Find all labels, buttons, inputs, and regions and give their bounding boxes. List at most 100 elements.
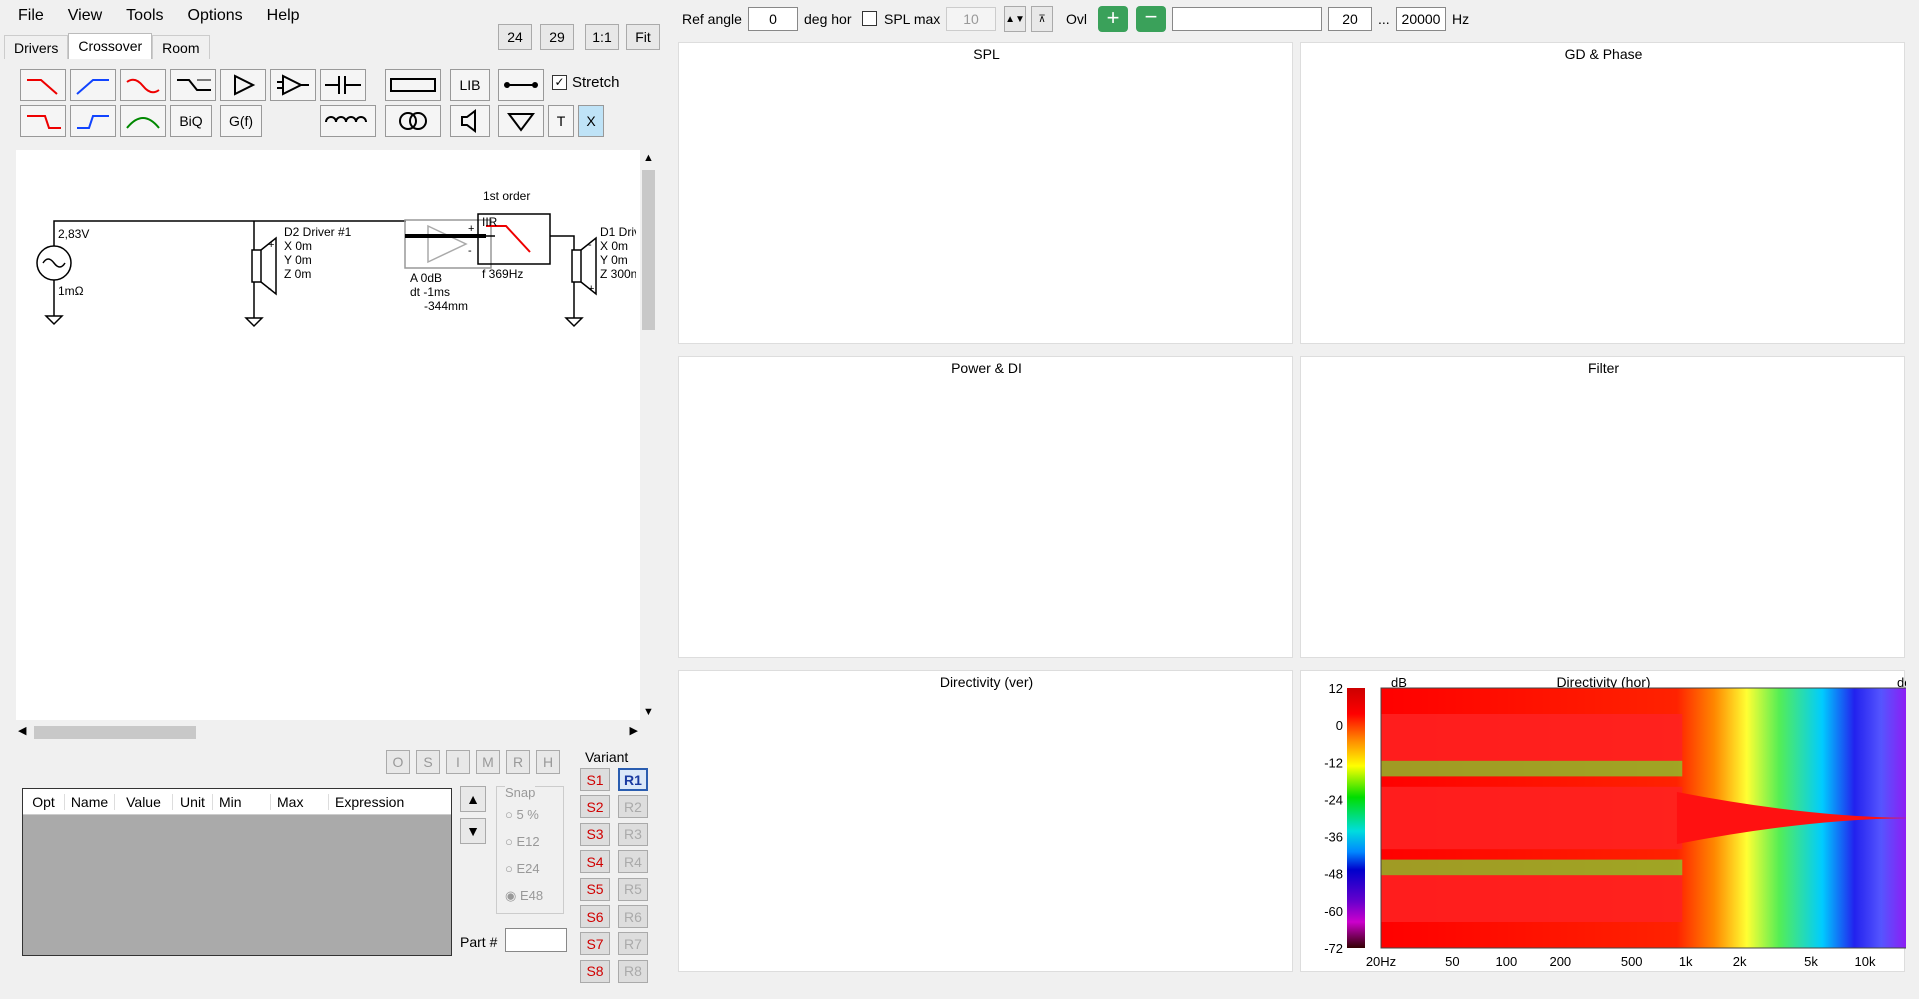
remove-overlay-icon[interactable]: − — [1136, 6, 1166, 32]
opt-r-button[interactable]: R — [506, 750, 530, 774]
transformer-icon[interactable] — [385, 105, 441, 137]
snap-e24[interactable]: ○ E24 — [505, 861, 540, 876]
opt-i-button[interactable]: I — [446, 750, 470, 774]
opt-h-button[interactable]: H — [536, 750, 560, 774]
lowpass-red2-icon[interactable] — [20, 105, 66, 137]
svg-text:-: - — [468, 245, 472, 257]
variant-r2-button[interactable]: R2 — [618, 795, 648, 819]
tab-room[interactable]: Room — [152, 35, 210, 59]
part-input[interactable] — [505, 928, 567, 952]
transfer-function-button[interactable]: G(f) — [220, 105, 262, 137]
spl-stepper-icon[interactable]: ▲▼ — [1004, 6, 1026, 32]
add-overlay-icon[interactable]: + — [1098, 6, 1128, 32]
power-graph-panel[interactable]: Power & DIdBdB100-10-20-30-40-5050403020… — [678, 356, 1919, 658]
view-fit-button[interactable]: Fit — [626, 24, 660, 50]
spl-max-checkbox[interactable] — [862, 11, 877, 26]
dirh-graph-panel[interactable]: Directivity (hor)dBdeg20Hz501002005001k2… — [1300, 670, 1919, 972]
table-header: Opt Name Value Unit Min Max Expression — [23, 789, 451, 815]
spl-graph-panel[interactable]: SPLdBdeg100-10-20-30-40-50180120600-60-1… — [678, 42, 1919, 344]
freq-high-input[interactable]: 20000 — [1396, 7, 1446, 31]
schematic-hscrollbar[interactable]: ◀ ▶ — [18, 725, 638, 739]
resistor-icon[interactable] — [385, 69, 441, 101]
highpass-blue2-icon[interactable] — [70, 105, 116, 137]
menu-file[interactable]: File — [18, 7, 44, 24]
ground-icon[interactable] — [498, 105, 544, 137]
variant-r6-button[interactable]: R6 — [618, 905, 648, 928]
tab-crossover[interactable]: Crossover — [68, 33, 153, 59]
menu-help[interactable]: Help — [266, 7, 300, 24]
wire-icon[interactable] — [498, 69, 544, 101]
text-button[interactable]: T — [548, 105, 574, 137]
variant-s2-button[interactable]: S2 — [580, 795, 610, 819]
variant-s6-button[interactable]: S6 — [580, 905, 610, 928]
fit-range-icon[interactable]: ⊼ — [1031, 6, 1053, 32]
dirh-xtick: 200 — [1549, 954, 1571, 969]
ovl-label: Ovl — [1066, 11, 1087, 27]
svg-text:-: - — [268, 283, 272, 295]
snap-e48[interactable]: ◉ E48 — [505, 888, 544, 903]
variant-s4-button[interactable]: S4 — [580, 850, 610, 874]
snap-label: Snap — [505, 785, 536, 800]
snap-e12[interactable]: ○ E12 — [505, 834, 540, 849]
stretch-checkbox[interactable]: ✓ Stretch — [552, 74, 620, 91]
snap-5pct[interactable]: ○ 5 % — [505, 807, 539, 822]
bandpass-red-icon[interactable] — [120, 69, 166, 101]
menu-view[interactable]: View — [67, 7, 103, 24]
parameter-table[interactable]: Opt Name Value Unit Min Max Expression — [22, 788, 452, 956]
view-24-button[interactable]: 24 — [498, 24, 532, 50]
opt-s-button[interactable]: S — [416, 750, 440, 774]
variant-s7-button[interactable]: S7 — [580, 932, 610, 956]
filter-graph-panel[interactable]: FilterdBdeg1050-5-10-15-20-25-3018013590… — [1300, 356, 1905, 658]
schematic-vscrollbar[interactable]: ▲ ▼ — [640, 150, 657, 720]
lowpass-red-icon[interactable] — [20, 69, 66, 101]
variant-s8-button[interactable]: S8 — [580, 959, 610, 983]
spl-max-input[interactable]: 10 — [946, 7, 996, 31]
inductor-icon[interactable] — [320, 105, 376, 137]
dirh-xtick: 100 — [1495, 954, 1517, 969]
menu-tools[interactable]: Tools — [126, 7, 164, 24]
variant-r8-button[interactable]: R8 — [618, 959, 648, 983]
overlay-name-input[interactable] — [1172, 7, 1322, 31]
gd-graph-panel[interactable]: GD & Phasemsdeg151050-5180900-90-18020Hz… — [1300, 42, 1905, 344]
move-down-button[interactable]: ▼ — [460, 818, 486, 844]
dirh-graph-svg: Directivity (hor)dBdeg20Hz501002005001k2… — [1324, 674, 1919, 969]
dirv-title: Directivity (ver) — [940, 674, 1033, 690]
d1-y: Y 0m — [600, 253, 628, 267]
amplifier-icon[interactable] — [220, 69, 266, 101]
shelf-filter-icon[interactable] — [170, 69, 216, 101]
delete-button[interactable]: X — [578, 105, 604, 137]
ref-angle-input[interactable]: 0 — [748, 7, 798, 31]
view-1to1-button[interactable]: 1:1 — [585, 24, 619, 50]
variant-r7-button[interactable]: R7 — [618, 932, 648, 956]
opt-o-button[interactable]: O — [386, 750, 410, 774]
opt-m-button[interactable]: M — [476, 750, 500, 774]
view-29-button[interactable]: 29 — [540, 24, 574, 50]
schematic-canvas[interactable]: 2,83V 1mΩ D2 Driver #1 X 0m Y 0m Z 0m A … — [16, 150, 646, 720]
freq-low-input[interactable]: 20 — [1328, 7, 1372, 31]
amp-distance: -344mm — [424, 299, 468, 313]
menu-options[interactable]: Options — [187, 7, 243, 24]
variant-r4-button[interactable]: R4 — [618, 850, 648, 874]
ref-angle-label: Ref angle — [682, 11, 742, 27]
variant-r1-button[interactable]: R1 — [618, 768, 648, 791]
col-expression: Expression — [335, 793, 405, 810]
gd-title: GD & Phase — [1565, 46, 1643, 62]
d2-y: Y 0m — [284, 253, 312, 267]
capacitor-icon[interactable] — [320, 69, 366, 101]
library-button[interactable]: LIB — [450, 69, 490, 101]
variant-r5-button[interactable]: R5 — [618, 877, 648, 901]
opamp-icon[interactable] — [270, 69, 316, 101]
variant-s5-button[interactable]: S5 — [580, 877, 610, 901]
move-up-button[interactable]: ▲ — [460, 786, 486, 812]
bandpass-green-icon[interactable] — [120, 105, 166, 137]
d1-name: D1 Driv — [600, 225, 636, 239]
spl-max-label: SPL max — [884, 11, 941, 27]
variant-s1-button[interactable]: S1 — [580, 768, 610, 791]
tab-drivers[interactable]: Drivers — [4, 35, 69, 59]
biquad-button[interactable]: BiQ — [170, 105, 212, 137]
highpass-blue-icon[interactable] — [70, 69, 116, 101]
variant-r3-button[interactable]: R3 — [618, 822, 648, 846]
speaker-icon[interactable] — [450, 105, 490, 137]
dirv-graph-panel[interactable]: Directivity (ver)dBdeg20Hz501002005001k2… — [678, 670, 1919, 972]
variant-s3-button[interactable]: S3 — [580, 822, 610, 846]
